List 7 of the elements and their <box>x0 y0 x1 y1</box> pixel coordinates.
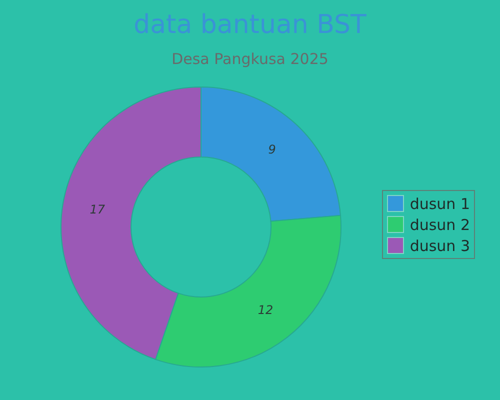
legend-label: dusun 3 <box>410 236 470 254</box>
chart-subtitle: Desa Pangkusa 2025 <box>170 50 330 68</box>
data-label: 9 <box>268 142 276 157</box>
data-label: 12 <box>258 302 274 317</box>
legend-label: dusun 2 <box>410 216 470 234</box>
legend-label: dusun 1 <box>410 194 470 212</box>
data-label: 17 <box>90 202 106 217</box>
